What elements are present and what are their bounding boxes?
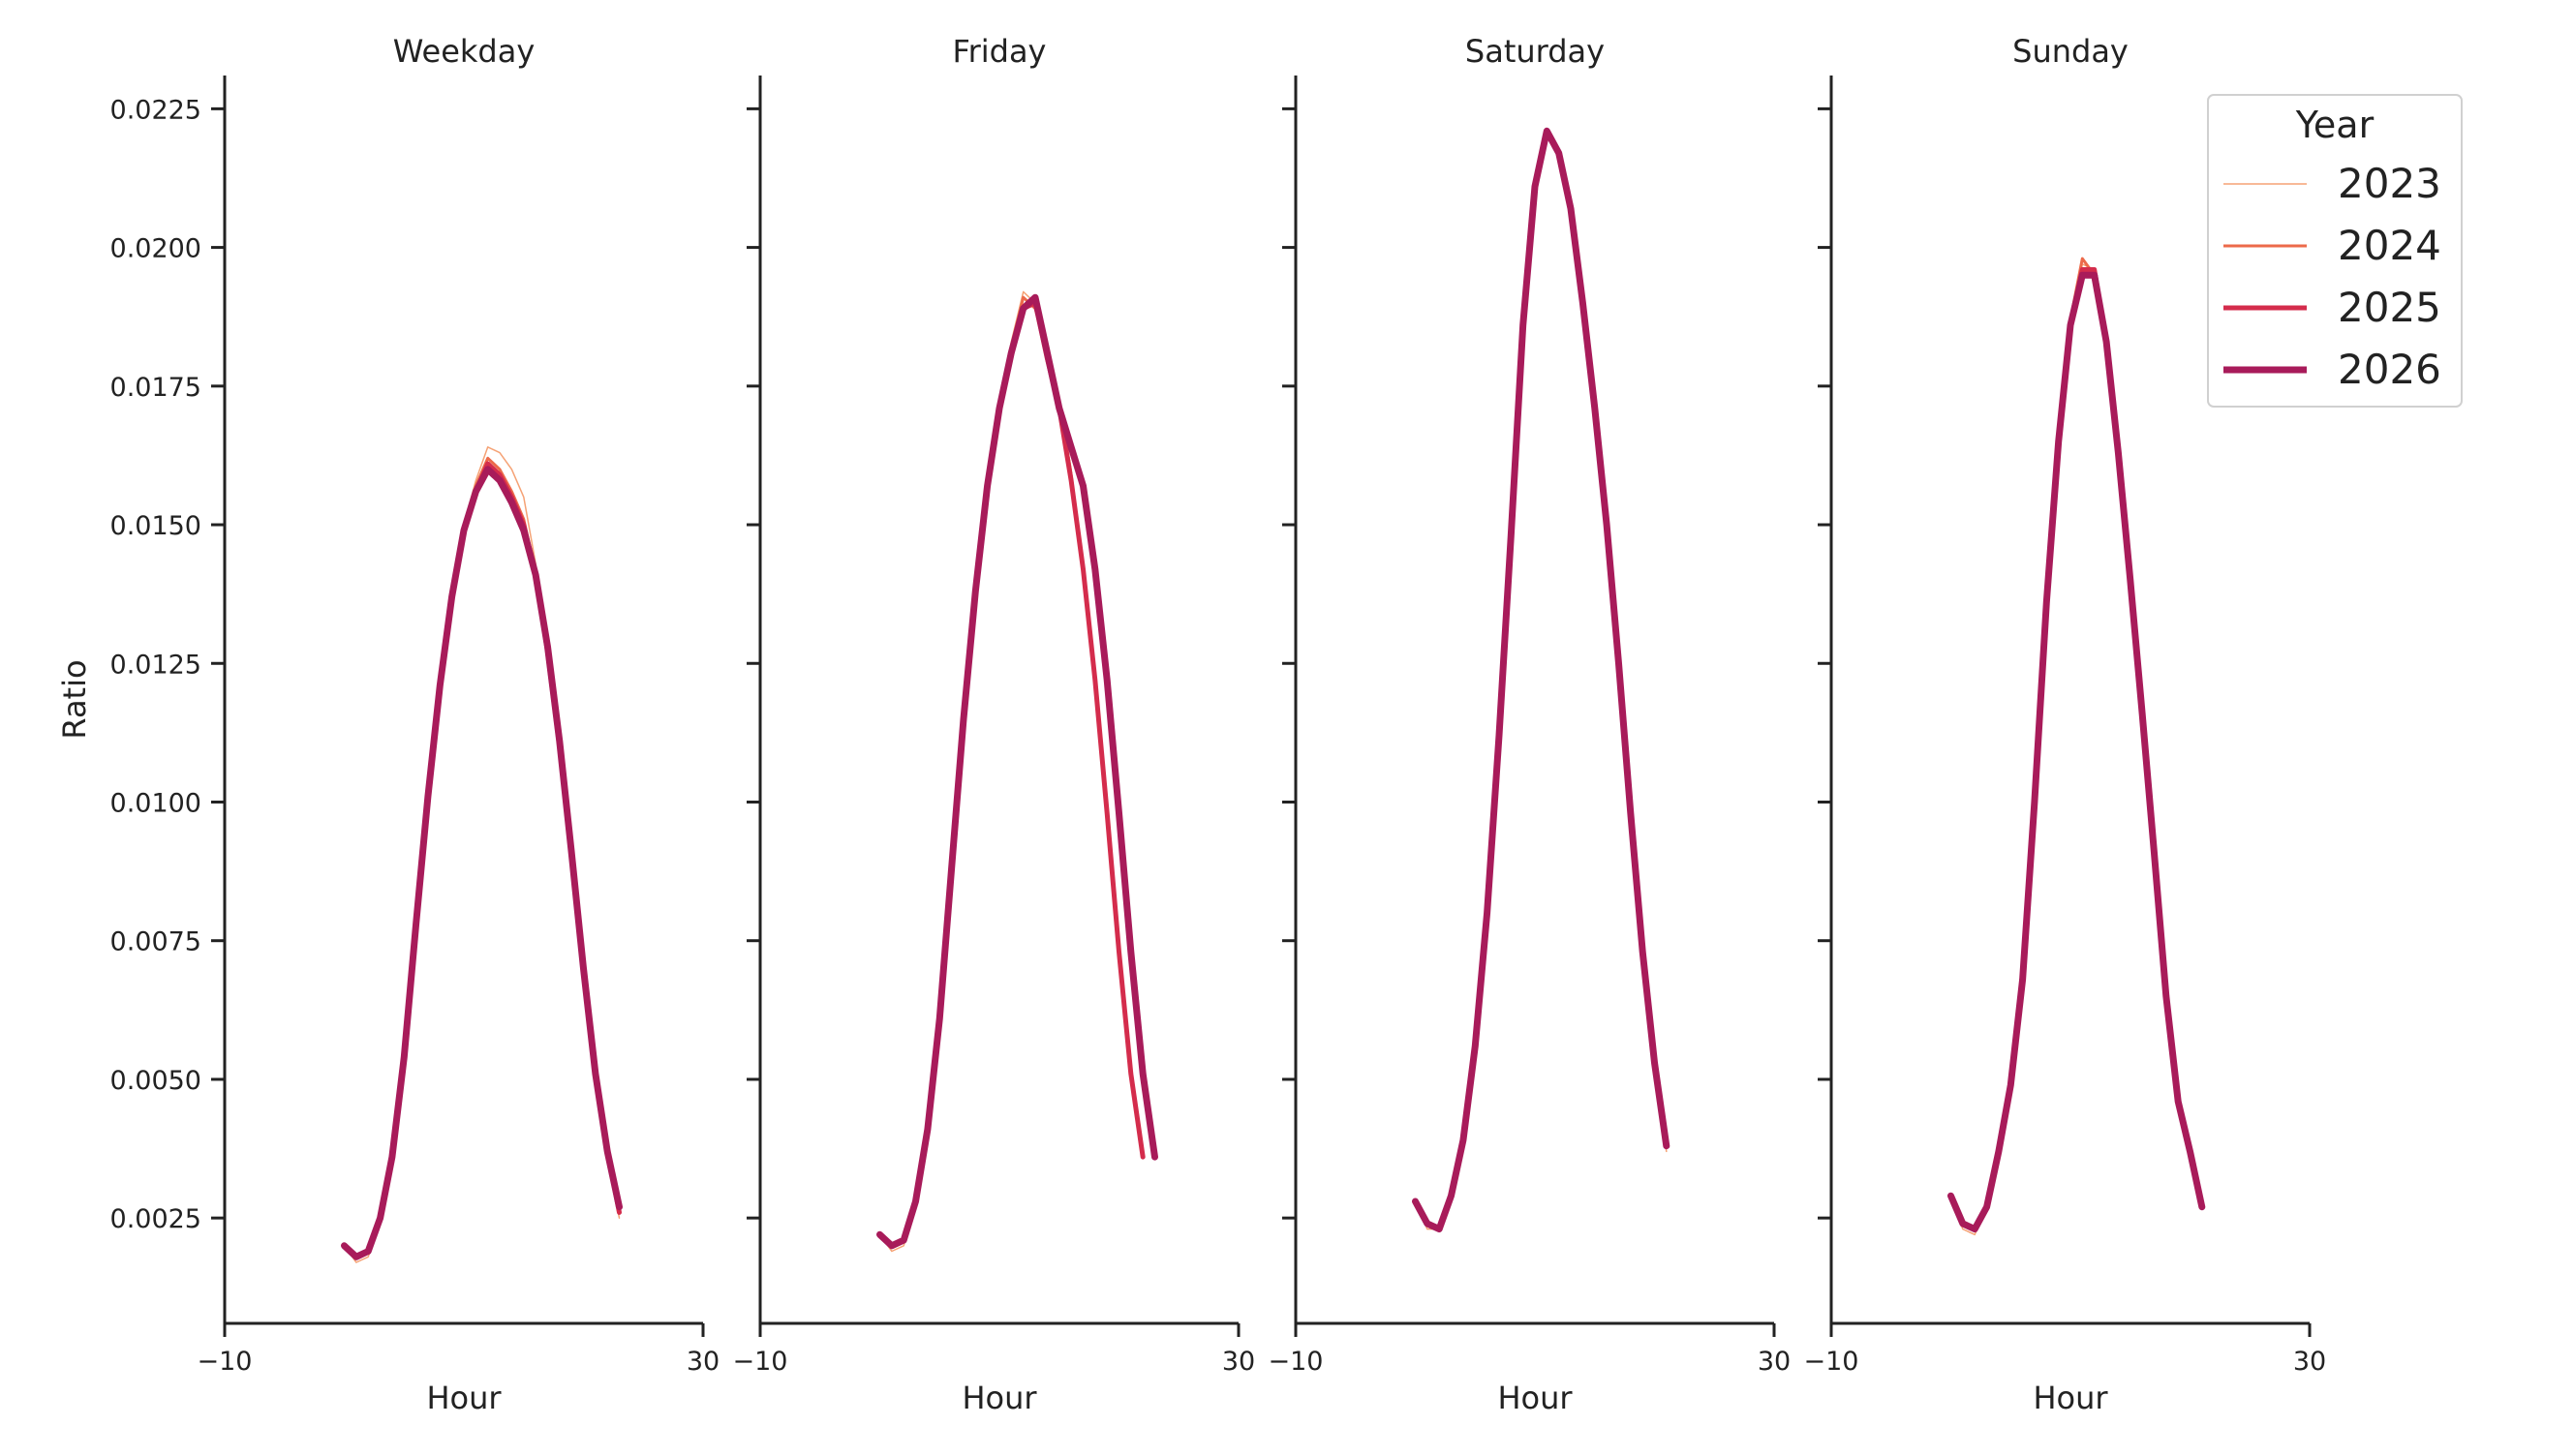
x-tick-label: −10 [198, 1347, 253, 1377]
series-line-2023 [343, 446, 621, 1263]
panels-layer: Weekday 0.0025 0.0050 0.0075 0.0100 0.0125 0.0… [56, 33, 2326, 1416]
series-line-2024 [1414, 129, 1669, 1231]
series-line-2024 [1949, 257, 2204, 1231]
series-line-2025 [1948, 267, 2205, 1232]
legend-label-2023: 2023 [2338, 160, 2441, 207]
legend-title: Year [2295, 104, 2375, 146]
series-line-2025 [342, 461, 622, 1259]
x-axis-label: Hour [2033, 1380, 2108, 1416]
panel-title: Saturday [1465, 33, 1605, 70]
series-line-2026 [1412, 127, 1670, 1233]
y-tick-label: 0.0200 [110, 234, 201, 264]
y-tick-label: 0.0100 [110, 788, 201, 818]
legend-label-2025: 2025 [2338, 284, 2441, 331]
series-line-2023 [1949, 263, 2203, 1236]
legend-label-2024: 2024 [2338, 222, 2441, 269]
panel-title: Weekday [393, 33, 536, 70]
series-line-2025 [877, 300, 1146, 1249]
x-axis-label: Hour [962, 1380, 1037, 1416]
y-tick-label: 0.0225 [110, 95, 201, 125]
legend-frame [2207, 94, 2463, 408]
panel-title: Sunday [2012, 33, 2129, 70]
series-line-2026 [341, 466, 623, 1260]
x-tick-label: 30 [687, 1347, 720, 1377]
y-tick-label: 0.0050 [110, 1066, 201, 1096]
series-line-2026 [876, 293, 1158, 1250]
series-line-2023 [1414, 130, 1668, 1230]
y-tick-label: 0.0175 [110, 373, 201, 403]
x-tick-label: 30 [2293, 1347, 2326, 1377]
y-tick-label: 0.0025 [110, 1204, 201, 1234]
series-line-2025 [1413, 128, 1670, 1232]
x-tick-label: −10 [1269, 1347, 1324, 1377]
x-axis-label: Hour [1497, 1380, 1573, 1416]
y-tick-label: 0.0125 [110, 650, 201, 680]
panel-title: Friday [953, 33, 1047, 70]
y-tick-label: 0.0150 [110, 511, 201, 541]
x-tick-label: −10 [1804, 1347, 1859, 1377]
series-line-2026 [1947, 271, 2206, 1233]
y-tick-label: 0.0075 [110, 927, 201, 957]
x-tick-label: −10 [733, 1347, 788, 1377]
legend: Year 2023 2024 2025 2026 [2207, 94, 2463, 408]
legend-label-2026: 2026 [2338, 346, 2441, 393]
panel-weekday: Weekday 0.0025 0.0050 0.0075 0.0100 0.0125 0.0… [56, 33, 720, 1416]
series-line-2024 [343, 456, 621, 1259]
panel-sunday: Sunday −10 30 Hour [1804, 33, 2327, 1416]
x-axis-label: Hour [426, 1380, 502, 1416]
panel-friday: Friday −10 30 Hour [733, 33, 1256, 1416]
x-tick-label: 30 [1222, 1347, 1255, 1377]
y-axis-label: Ratio [56, 659, 93, 739]
panel-saturday: Saturday −10 30 Hour [1269, 33, 1792, 1416]
x-tick-label: 30 [1758, 1347, 1791, 1377]
